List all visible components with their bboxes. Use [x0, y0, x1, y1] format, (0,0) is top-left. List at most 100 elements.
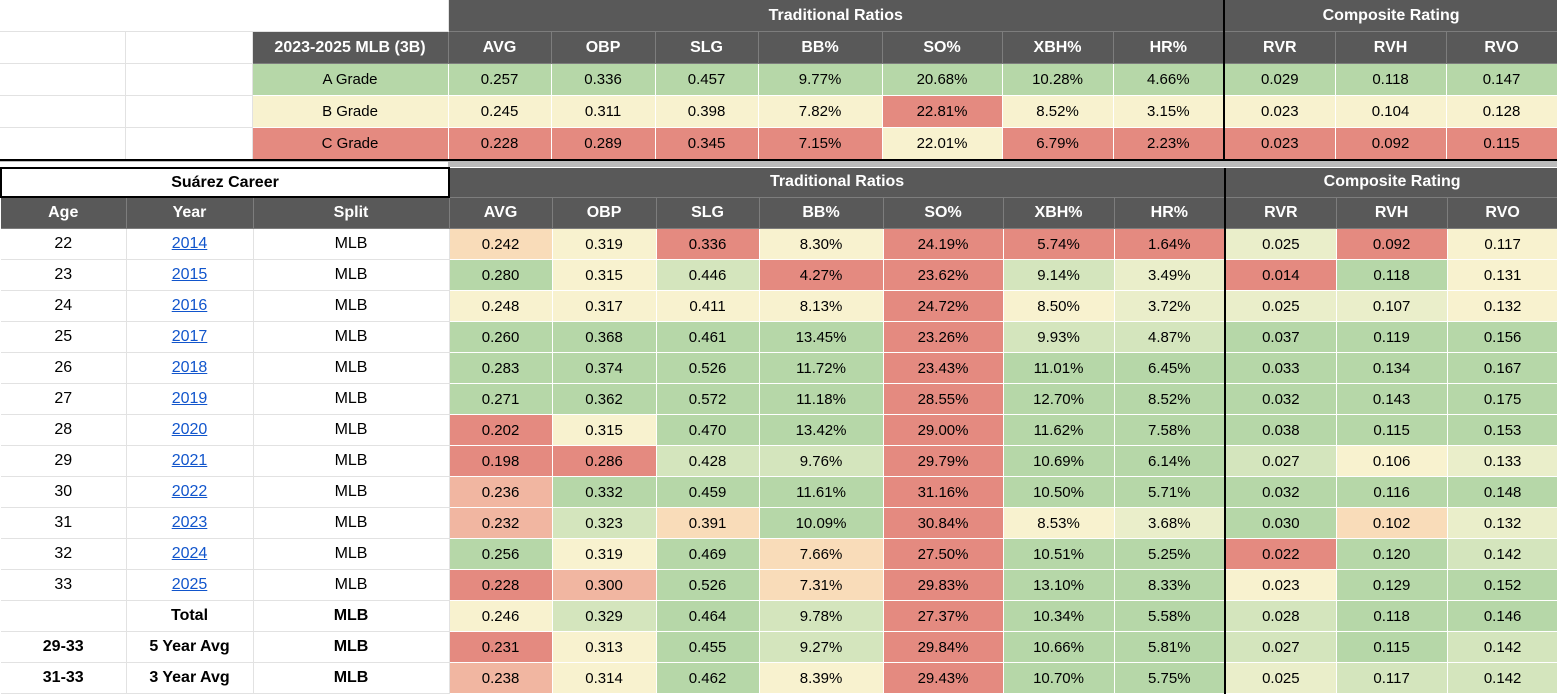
split-cell: MLB — [253, 476, 450, 508]
split-cell: MLB — [253, 445, 450, 477]
year-cell: 2021 — [126, 445, 254, 477]
year-link[interactable]: 2024 — [171, 545, 208, 562]
grade-row: B Grade 0.245 0.311 0.398 7.82% 22.81% 8.52% 3.… — [0, 95, 1557, 128]
career-group-header-row: Suárez Career Traditional Ratios Composi… — [0, 167, 1557, 198]
grades-col-header-sopct: SO% — [882, 31, 1003, 64]
stat-cell: 8.30% — [759, 228, 884, 260]
stat-cell: 22.81% — [882, 95, 1003, 128]
year-link[interactable]: 2016 — [171, 297, 208, 314]
career-row: Total MLB 0.246 0.329 0.464 9.78% 27.37% 10.34%… — [1, 600, 1557, 632]
grades-group-header-row: Traditional Ratios Composite Rating — [0, 0, 1557, 32]
stat-cell: 0.115 — [1336, 631, 1448, 663]
career-col-header-year: Year — [126, 197, 254, 229]
age-cell: 31 — [1, 507, 127, 539]
stat-cell: 0.246 — [449, 600, 553, 632]
stat-cell: 0.027 — [1224, 631, 1337, 663]
stat-cell: 0.115 — [1336, 414, 1448, 446]
year-link[interactable]: 2022 — [171, 483, 208, 500]
stat-cell: 0.257 — [448, 63, 552, 96]
stat-cell: 0.023 — [1224, 569, 1337, 601]
stat-cell: 4.87% — [1114, 321, 1226, 353]
year-link[interactable]: 2018 — [171, 359, 208, 376]
stat-cell: 29.84% — [883, 631, 1004, 663]
stat-cell: 7.15% — [758, 127, 883, 161]
empty-cell — [125, 127, 253, 161]
stat-cell: 31.16% — [883, 476, 1004, 508]
stat-cell: 0.470 — [656, 414, 760, 446]
split-cell: MLB — [253, 538, 450, 570]
year-link[interactable]: 2025 — [171, 576, 208, 593]
career-row: 28 2020 MLB 0.202 0.315 0.470 13.42% 29.00% 11.6… — [1, 414, 1557, 446]
stat-cell: 29.83% — [883, 569, 1004, 601]
stat-cell: 29.00% — [883, 414, 1004, 446]
stat-cell: 9.27% — [759, 631, 884, 663]
career-row: 32 2024 MLB 0.256 0.319 0.469 7.66% 27.50% 10.51… — [1, 538, 1557, 570]
grade-row: C Grade 0.228 0.289 0.345 7.15% 22.01% 6.79% 2.… — [0, 127, 1557, 161]
stat-cell: 30.84% — [883, 507, 1004, 539]
composite-rating-header: Composite Rating — [1224, 168, 1557, 198]
grades-col-header-hrpct: HR% — [1113, 31, 1225, 64]
year-cell: 2017 — [126, 321, 254, 353]
stat-cell: 0.526 — [656, 569, 760, 601]
stat-cell: 8.52% — [1114, 383, 1226, 415]
stat-cell: 0.362 — [552, 383, 657, 415]
stat-cell: 9.77% — [758, 63, 883, 96]
career-row: 22 2014 MLB 0.242 0.319 0.336 8.30% 24.19% 5.74%… — [1, 228, 1557, 260]
stat-cell: 0.319 — [552, 228, 657, 260]
stat-cell: 0.014 — [1224, 259, 1337, 291]
age-cell: 22 — [1, 228, 127, 260]
traditional-ratios-header: Traditional Ratios — [449, 168, 1226, 198]
stat-cell: 0.148 — [1447, 476, 1557, 508]
stat-cell: 0.228 — [448, 127, 552, 161]
grades-label-header: 2023-2025 MLB (3B) — [252, 31, 449, 64]
stat-cell: 0.029 — [1223, 63, 1336, 96]
year-link[interactable]: 2020 — [171, 421, 208, 438]
stat-cell: 0.289 — [551, 127, 656, 161]
stat-cell: 0.232 — [449, 507, 553, 539]
year-link[interactable]: 2021 — [171, 452, 208, 469]
year-link[interactable]: 2019 — [171, 390, 208, 407]
empty-cell — [125, 63, 253, 96]
stat-cell: 0.132 — [1447, 290, 1557, 322]
stat-cell: 0.336 — [551, 63, 656, 96]
stat-cell: 2.23% — [1113, 127, 1225, 161]
year-link[interactable]: 2017 — [171, 328, 208, 345]
stat-cell: 0.271 — [449, 383, 553, 415]
stat-cell: 4.27% — [759, 259, 884, 291]
stat-cell: 0.461 — [656, 321, 760, 353]
stat-cell: 0.030 — [1224, 507, 1337, 539]
stat-cell: 8.50% — [1003, 290, 1115, 322]
grades-col-header-avg: AVG — [448, 31, 552, 64]
age-cell: 31-33 — [1, 662, 127, 694]
stat-cell: 0.313 — [552, 631, 657, 663]
stat-cell: 0.332 — [552, 476, 657, 508]
stat-cell: 0.374 — [552, 352, 657, 384]
stat-cell: 3.49% — [1114, 259, 1226, 291]
career-row: 27 2019 MLB 0.271 0.362 0.572 11.18% 28.55% 12.7… — [1, 383, 1557, 415]
grade-label: C Grade — [252, 127, 449, 161]
year-cell: 2024 — [126, 538, 254, 570]
year-link[interactable]: 2015 — [171, 266, 208, 283]
stat-cell: 0.446 — [656, 259, 760, 291]
stat-cell: 0.022 — [1224, 538, 1337, 570]
stat-cell: 0.314 — [552, 662, 657, 694]
year-link[interactable]: 2023 — [171, 514, 208, 531]
career-row: 26 2018 MLB 0.283 0.374 0.526 11.72% 23.43% 11.0… — [1, 352, 1557, 384]
stat-cell: 5.58% — [1114, 600, 1226, 632]
stat-cell: 0.037 — [1224, 321, 1337, 353]
grade-label: B Grade — [252, 95, 449, 128]
stat-cell: 0.120 — [1336, 538, 1448, 570]
stat-cell: 0.462 — [656, 662, 760, 694]
career-row: 23 2015 MLB 0.280 0.315 0.446 4.27% 23.62% 9.14%… — [1, 259, 1557, 291]
stat-cell: 0.119 — [1336, 321, 1448, 353]
traditional-ratios-header: Traditional Ratios — [448, 0, 1225, 32]
year-link[interactable]: 2014 — [171, 235, 208, 252]
age-cell: 33 — [1, 569, 127, 601]
stat-cell: 7.58% — [1114, 414, 1226, 446]
stat-cell: 13.45% — [759, 321, 884, 353]
stat-cell: 0.033 — [1224, 352, 1337, 384]
stat-cell: 0.323 — [552, 507, 657, 539]
empty-cell — [0, 0, 449, 32]
stat-cell: 9.14% — [1003, 259, 1115, 291]
stat-cell: 0.300 — [552, 569, 657, 601]
